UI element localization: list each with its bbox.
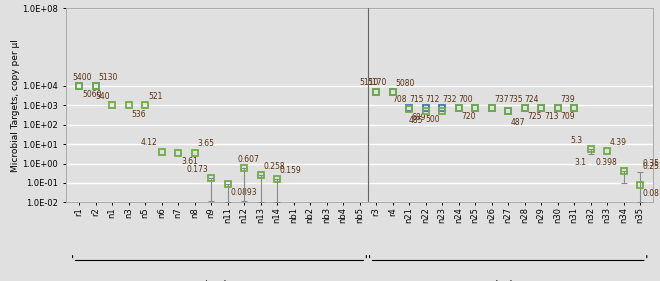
Text: 0.35: 0.35 bbox=[643, 159, 660, 168]
Text: 521: 521 bbox=[148, 92, 162, 101]
Text: 709: 709 bbox=[560, 112, 575, 121]
Text: 0.173: 0.173 bbox=[186, 165, 208, 174]
Text: 3.65: 3.65 bbox=[197, 139, 215, 148]
Text: 536: 536 bbox=[131, 110, 146, 119]
Text: 0.159: 0.159 bbox=[280, 166, 302, 175]
Text: 724: 724 bbox=[525, 95, 539, 104]
Text: 4.39: 4.39 bbox=[610, 138, 627, 147]
Text: 0.398: 0.398 bbox=[596, 158, 618, 167]
Text: 5.3: 5.3 bbox=[570, 136, 582, 145]
Text: duplex: duplex bbox=[492, 280, 525, 281]
Text: 708: 708 bbox=[393, 95, 407, 104]
Text: 712: 712 bbox=[426, 95, 440, 104]
Text: 3.1: 3.1 bbox=[574, 158, 586, 167]
Text: 5080: 5080 bbox=[395, 78, 415, 87]
Text: 540: 540 bbox=[96, 92, 110, 101]
Text: 500: 500 bbox=[426, 115, 440, 124]
Text: 5110: 5110 bbox=[360, 78, 379, 87]
Text: 5400: 5400 bbox=[72, 73, 92, 82]
Y-axis label: Microbial Targets, copy per µl: Microbial Targets, copy per µl bbox=[11, 39, 20, 172]
Text: 713: 713 bbox=[544, 112, 558, 121]
Text: 0.258: 0.258 bbox=[263, 162, 285, 171]
Text: 5170: 5170 bbox=[368, 78, 387, 87]
Text: 715: 715 bbox=[409, 95, 424, 104]
Text: 3.61: 3.61 bbox=[181, 157, 198, 166]
Text: 735: 735 bbox=[508, 95, 523, 104]
Text: 739: 739 bbox=[560, 95, 575, 104]
Text: 725: 725 bbox=[527, 112, 542, 121]
Text: 689: 689 bbox=[412, 113, 426, 122]
Text: 737: 737 bbox=[494, 95, 509, 104]
Text: 4.12: 4.12 bbox=[141, 139, 158, 148]
Text: 0.607: 0.607 bbox=[237, 155, 259, 164]
Text: 485: 485 bbox=[409, 116, 424, 125]
Text: 487: 487 bbox=[511, 118, 525, 127]
Text: 0.0813: 0.0813 bbox=[643, 189, 660, 198]
Text: 720: 720 bbox=[461, 112, 476, 121]
Text: 0.253: 0.253 bbox=[643, 162, 660, 171]
Text: 0.0893: 0.0893 bbox=[230, 188, 257, 197]
Text: simplex: simplex bbox=[201, 280, 238, 281]
Text: 5060: 5060 bbox=[82, 90, 102, 99]
Text: 732: 732 bbox=[442, 95, 457, 104]
Text: 700: 700 bbox=[459, 95, 473, 104]
Text: 5130: 5130 bbox=[98, 73, 118, 82]
